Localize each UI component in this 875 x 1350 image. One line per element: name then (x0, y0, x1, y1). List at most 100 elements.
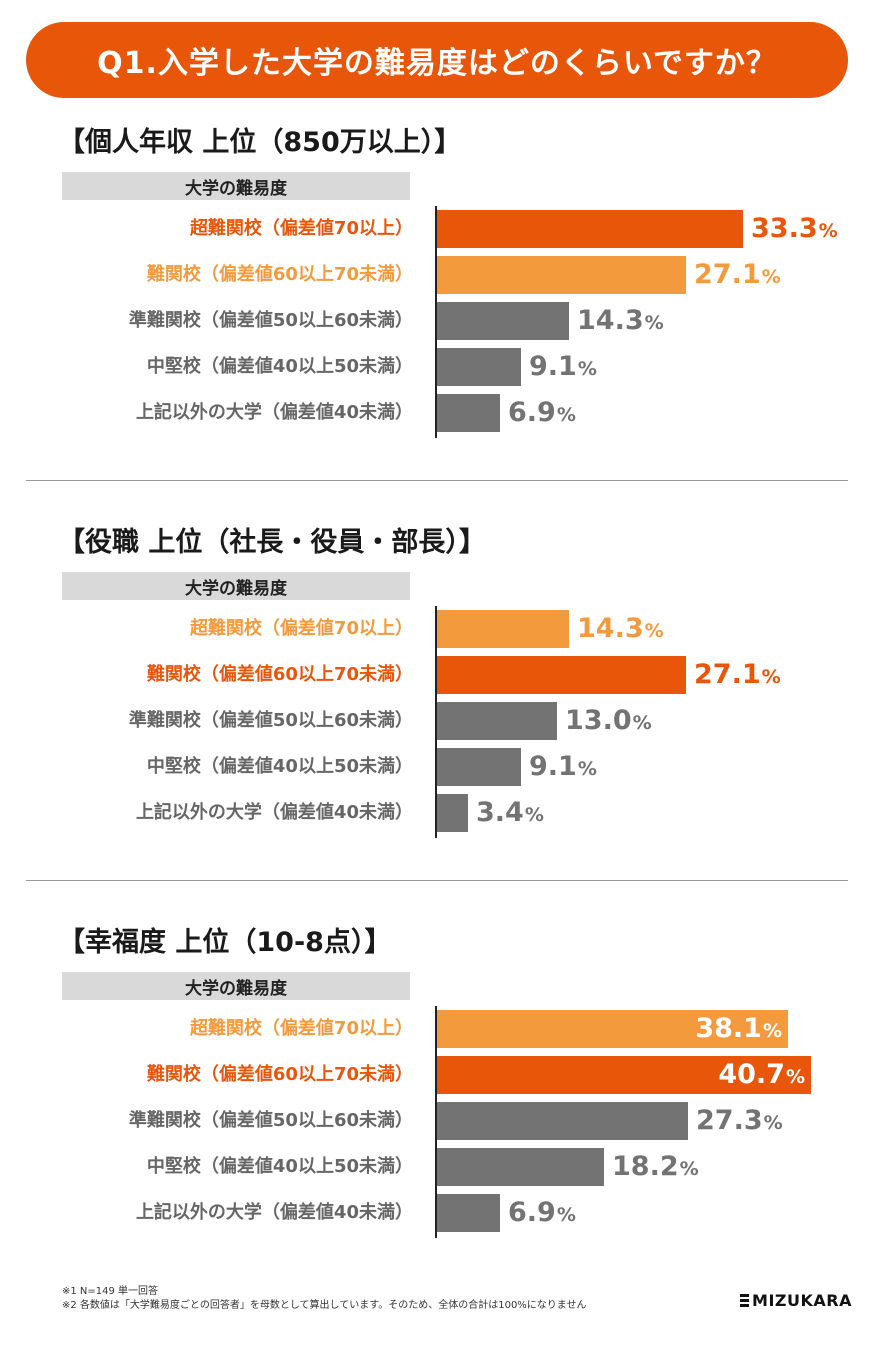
value-unit: % (763, 1112, 783, 1134)
category-label: 準難関校（偏差値50以上60未満） (128, 710, 413, 731)
category-label: 超難関校（偏差値70以上） (189, 618, 413, 639)
category-label: 準難関校（偏差値50以上60未満） (128, 1110, 413, 1131)
stacked-bars-logo-icon (740, 1293, 750, 1308)
question-title-banner: Q1.入学した大学の難易度はどのくらいですか？ (26, 22, 848, 98)
value-number: 18.2 (612, 1151, 679, 1182)
value-label: 33.3% (751, 210, 838, 248)
value-number: 38.1 (695, 1013, 762, 1044)
value-unit: % (679, 1158, 699, 1180)
question-title: Q1.入学した大学の難易度はどのくらいですか？ (97, 46, 777, 81)
chart-axis-line (435, 1006, 437, 1238)
value-label: 6.9% (508, 394, 576, 432)
bar-row: 準難関校（偏差値50以上60未満） 14.3% (0, 302, 875, 340)
chart-title: 【幸福度 上位（10-8点）】 (58, 927, 392, 958)
chart-axis-line (435, 206, 437, 438)
bar (437, 1010, 788, 1048)
bar-row: 難関校（偏差値60以上70未満） 40.7% (0, 1056, 875, 1094)
bar-row: 難関校（偏差値60以上70未満） 27.1% (0, 256, 875, 294)
value-number: 3.4 (476, 797, 524, 828)
value-label: 9.1% (529, 348, 597, 386)
bar (437, 1148, 604, 1186)
chart-axis-line (435, 606, 437, 838)
value-number: 6.9 (508, 397, 556, 428)
value-number: 27.1 (694, 659, 761, 690)
value-unit: % (818, 220, 838, 242)
value-label: 13.0% (565, 702, 652, 740)
footnote-1: ※1 N=149 単一回答 (62, 1286, 159, 1297)
value-label: 27.1% (694, 656, 781, 694)
category-label: 上記以外の大学（偏差値40未満） (135, 802, 413, 823)
category-header: 大学の難易度 (62, 972, 410, 1000)
bar (437, 256, 686, 294)
bar (437, 702, 557, 740)
bar-row: 難関校（偏差値60以上70未満） 27.1% (0, 656, 875, 694)
value-number: 9.1 (529, 751, 577, 782)
bar-row: 中堅校（偏差値40以上50未満） 9.1% (0, 748, 875, 786)
value-unit: % (644, 620, 664, 642)
bar-row: 上記以外の大学（偏差値40未満） 3.4% (0, 794, 875, 832)
value-unit: % (761, 266, 781, 288)
value-number: 14.3 (577, 613, 644, 644)
bar-row: 準難関校（偏差値50以上60未満） 27.3% (0, 1102, 875, 1140)
bar-row: 超難関校（偏差値70以上） 14.3% (0, 610, 875, 648)
value-number: 27.1 (694, 259, 761, 290)
bar (437, 794, 468, 832)
category-label: 中堅校（偏差値40以上50未満） (146, 756, 413, 777)
bar (437, 748, 521, 786)
value-number: 9.1 (529, 351, 577, 382)
bar-row: 中堅校（偏差値40以上50未満） 18.2% (0, 1148, 875, 1186)
bar-row: 超難関校（偏差値70以上） 33.3% (0, 210, 875, 248)
value-unit: % (577, 758, 597, 780)
bar (437, 1102, 688, 1140)
footnote-2: ※2 各数値は「大学難易度ごとの回答者」を母数として算出しています。そのため、全… (62, 1300, 587, 1311)
value-label: 40.7% (718, 1056, 805, 1094)
bar-row: 超難関校（偏差値70以上） 38.1% (0, 1010, 875, 1048)
category-label: 中堅校（偏差値40以上50未満） (146, 356, 413, 377)
brand-logo: MIZUKARA (740, 1291, 852, 1310)
chart-title: 【役職 上位（社長・役員・部長）】 (58, 527, 486, 558)
value-number: 14.3 (577, 305, 644, 336)
bar (437, 656, 686, 694)
value-unit: % (644, 312, 664, 334)
bar-row: 中堅校（偏差値40以上50未満） 9.1% (0, 348, 875, 386)
footnotes: ※1 N=149 単一回答 ※2 各数値は「大学難易度ごとの回答者」を母数として… (62, 1285, 587, 1313)
value-unit: % (762, 1020, 782, 1042)
section-divider (26, 880, 848, 881)
bar (437, 1056, 811, 1094)
value-unit: % (785, 1066, 805, 1088)
category-label: 超難関校（偏差値70以上） (189, 218, 413, 239)
section-divider (26, 480, 848, 481)
value-label: 14.3% (577, 302, 664, 340)
value-number: 33.3 (751, 213, 818, 244)
category-label: 超難関校（偏差値70以上） (189, 1018, 413, 1039)
value-label: 38.1% (695, 1010, 782, 1048)
value-number: 6.9 (508, 1197, 556, 1228)
bar (437, 610, 569, 648)
brand-logo-text: MIZUKARA (752, 1291, 852, 1310)
bar-row: 上記以外の大学（偏差値40未満） 6.9% (0, 394, 875, 432)
value-label: 3.4% (476, 794, 544, 832)
value-label: 9.1% (529, 748, 597, 786)
value-unit: % (556, 1204, 576, 1226)
bar (437, 302, 569, 340)
category-label: 難関校（偏差値60以上70未満） (146, 664, 413, 685)
category-label: 中堅校（偏差値40以上50未満） (146, 1156, 413, 1177)
value-unit: % (761, 666, 781, 688)
value-number: 40.7 (718, 1059, 785, 1090)
chart-title: 【個人年収 上位（850万以上）】 (58, 127, 462, 158)
value-unit: % (524, 804, 544, 826)
value-unit: % (632, 712, 652, 734)
category-label: 難関校（偏差値60以上70未満） (146, 264, 413, 285)
bar-row: 準難関校（偏差値50以上60未満） 13.0% (0, 702, 875, 740)
value-number: 13.0 (565, 705, 632, 736)
value-label: 27.3% (696, 1102, 783, 1140)
bar (437, 1194, 500, 1232)
category-label: 準難関校（偏差値50以上60未満） (128, 310, 413, 331)
value-label: 27.1% (694, 256, 781, 294)
value-unit: % (577, 358, 597, 380)
value-label: 6.9% (508, 1194, 576, 1232)
value-unit: % (556, 404, 576, 426)
bar-row: 上記以外の大学（偏差値40未満） 6.9% (0, 1194, 875, 1232)
value-label: 14.3% (577, 610, 664, 648)
value-label: 18.2% (612, 1148, 699, 1186)
